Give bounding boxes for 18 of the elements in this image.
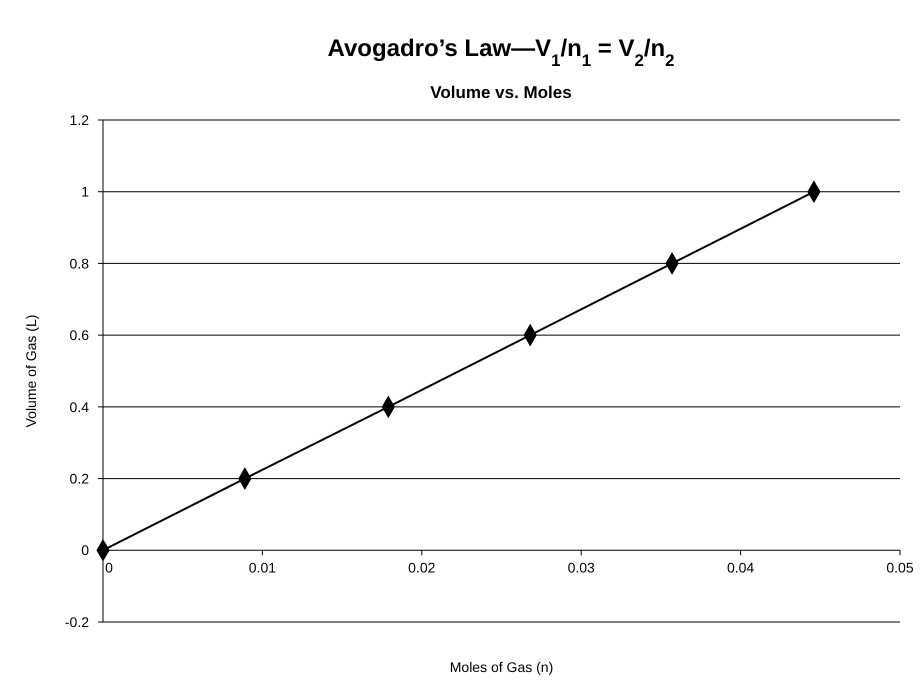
y-tick-label: 1.2	[70, 112, 90, 128]
chart-title: Avogadro’s Law—V$_{1}$/n$_{1}$ = V$_{2}$/n$_{2}$	[328, 35, 674, 70]
y-axis-title: Volume of Gas (L)	[23, 314, 39, 428]
y-tick-label: 0.4	[70, 398, 90, 415]
y-tick-label: 0.6	[70, 327, 90, 344]
x-tick-label: 0.05	[886, 559, 914, 576]
x-tick-label: 0	[105, 559, 114, 576]
y-tick-label: 0	[81, 542, 90, 558]
y-tick-label: 1	[81, 184, 90, 200]
chart-subtitle: Volume vs. Moles	[430, 83, 572, 102]
x-tick-label: 0.01	[248, 559, 276, 576]
y-tick-label: 0.2	[70, 470, 90, 486]
y-tick-label: 0.8	[70, 255, 90, 272]
x-tick-label: 0.03	[568, 559, 596, 576]
y-tick-label: -0.2	[64, 614, 90, 630]
x-tick-label: 0.02	[408, 559, 436, 576]
x-axis-title: Moles of Gas (n)	[450, 659, 554, 675]
x-tick-label: 0.04	[726, 559, 754, 576]
